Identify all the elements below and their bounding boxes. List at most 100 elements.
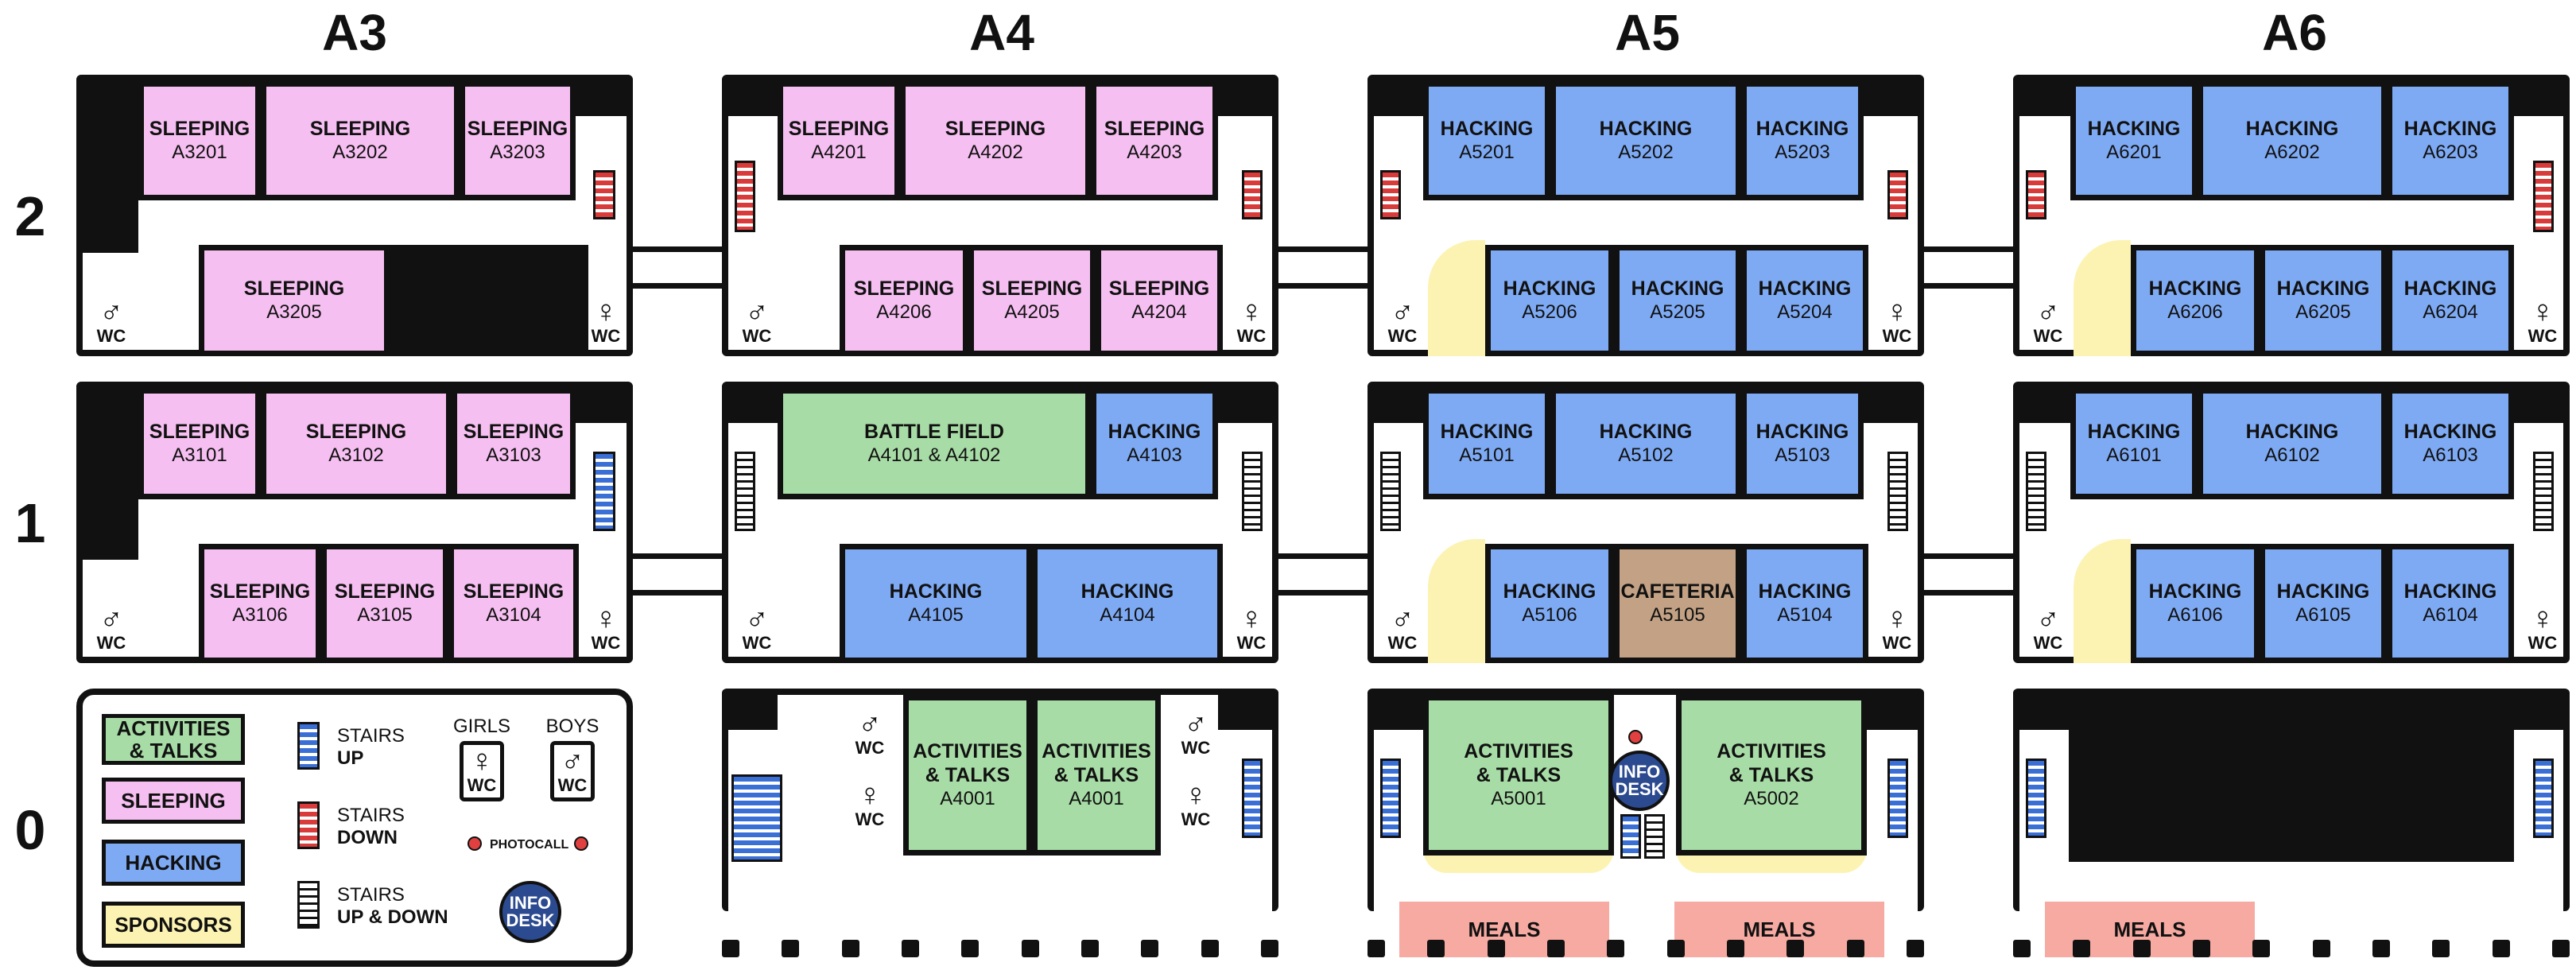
pillar (1787, 940, 1805, 957)
corridor-connector (633, 553, 724, 559)
wall-block (576, 388, 627, 423)
room-a6106[interactable]: HACKING A6106 (2131, 544, 2260, 663)
room-a4206[interactable]: SLEEPING A4206 (840, 245, 968, 356)
wc-male: ♂ WC (848, 708, 892, 757)
male-icon: ♂ (1391, 601, 1414, 636)
wc-male: ♂ WC (735, 603, 779, 652)
pillar (2372, 940, 2390, 957)
room-a5204[interactable]: HACKING A5204 (1741, 245, 1868, 356)
building-title-a6: A6 (2262, 4, 2327, 61)
room-a4001-left[interactable]: ACTIVITIES & TALKS A4001 (903, 695, 1032, 856)
room-a4203[interactable]: SLEEPING A4203 (1091, 81, 1218, 200)
room-a3105[interactable]: SLEEPING A3105 (321, 544, 448, 663)
wall-block (83, 388, 138, 560)
room-a5206[interactable]: HACKING A5206 (1485, 245, 1614, 356)
room-a5202[interactable]: HACKING A5202 (1550, 81, 1741, 200)
room-a5101[interactable]: HACKING A5101 (1423, 388, 1550, 499)
photocall-icon (467, 836, 482, 851)
room-a3202[interactable]: SLEEPING A3202 (261, 81, 460, 200)
wc-male: ♂ WC (89, 296, 134, 345)
room-a6205[interactable]: HACKING A6205 (2260, 245, 2387, 356)
stairs-down-icon (1887, 170, 1908, 219)
room-a5001[interactable]: ACTIVITIES & TALKS A5001 (1423, 695, 1614, 856)
floorplan-a4-1: BATTLE FIELD A4101 & A4102 HACKING A4103 H… (722, 382, 1278, 663)
room-a6105[interactable]: HACKING A6105 (2260, 544, 2387, 663)
room-a4103[interactable]: HACKING A4103 (1091, 388, 1218, 499)
pillar (2492, 940, 2510, 957)
male-icon: ♂ (745, 601, 769, 636)
photocall-icon (574, 836, 588, 851)
corridor-connector (633, 590, 724, 596)
wall-block (1374, 81, 1423, 116)
corridor-connector (1924, 553, 2015, 559)
room-a3102[interactable]: SLEEPING A3102 (261, 388, 452, 499)
stairs-up-down-icon (1242, 452, 1263, 531)
room-a5102[interactable]: HACKING A5102 (1550, 388, 1741, 499)
room-a6102[interactable]: HACKING A6102 (2198, 388, 2387, 499)
room-a3201[interactable]: SLEEPING A3201 (138, 81, 261, 200)
room-a5105[interactable]: CAFETERIA A5105 (1614, 544, 1741, 663)
wc-female: ♀ WC (1875, 603, 1919, 652)
stairs-up-down-icon (1644, 814, 1665, 859)
room-a3104[interactable]: SLEEPING A3104 (448, 544, 579, 663)
room-a5103[interactable]: HACKING A5103 (1741, 388, 1864, 499)
corridor-connector (1924, 283, 2015, 289)
room-a3205[interactable]: SLEEPING A3205 (199, 245, 390, 356)
stairs-up-down-icon (2533, 452, 2554, 531)
info-desk-icon: INFO DESK (499, 881, 561, 943)
room-a6103[interactable]: HACKING A6103 (2387, 388, 2514, 499)
room-a3103[interactable]: SLEEPING A3103 (452, 388, 576, 499)
room-a5203[interactable]: HACKING A5203 (1741, 81, 1864, 200)
legend-stairs-up-down: STAIRS UP & DOWN (337, 884, 448, 928)
wall-block (1374, 388, 1423, 423)
room-a4104[interactable]: HACKING A4104 (1032, 544, 1223, 663)
room-a5201[interactable]: HACKING A5201 (1423, 81, 1550, 200)
legend-stairs-down: STAIRS DOWN (337, 805, 405, 848)
room-a5104[interactable]: HACKING A5104 (1741, 544, 1868, 663)
room-a4201[interactable]: SLEEPING A4201 (778, 81, 900, 200)
male-icon: ♂ (2036, 294, 2060, 329)
pillar (1487, 940, 1505, 957)
room-a5205[interactable]: HACKING A5205 (1614, 245, 1741, 356)
room-a3106[interactable]: SLEEPING A3106 (199, 544, 321, 663)
room-a6203[interactable]: HACKING A6203 (2387, 81, 2514, 200)
female-icon: ♀ (1240, 601, 1263, 636)
room-a5002[interactable]: ACTIVITIES & TALKS A5002 (1676, 695, 1867, 856)
room-a6101[interactable]: HACKING A6101 (2070, 388, 2198, 499)
floorplan-a5-2: HACKING A5201 HACKING A5202 HACKING A5203 H… (1368, 75, 1924, 356)
room-a6206[interactable]: HACKING A6206 (2131, 245, 2260, 356)
wall-block (728, 81, 778, 116)
wall-block (1218, 695, 1272, 730)
pillar (1846, 940, 1864, 957)
room-a4105[interactable]: HACKING A4105 (840, 544, 1032, 663)
legend-stairs-up: STAIRS UP (337, 725, 405, 769)
room-a4001-right[interactable]: ACTIVITIES & TALKS A4001 (1032, 695, 1161, 856)
wall-block (1864, 388, 1918, 423)
room-a4204[interactable]: SLEEPING A4204 (1096, 245, 1223, 356)
room-a3203[interactable]: SLEEPING A3203 (460, 81, 576, 200)
wall-block (2514, 388, 2563, 423)
wc-female: ♀ WC (1875, 296, 1919, 345)
corridor-connector (1278, 283, 1369, 289)
room-a6204[interactable]: HACKING A6204 (2387, 245, 2514, 356)
corridor-connector (1278, 590, 1369, 596)
room-a4205[interactable]: SLEEPING A4205 (968, 245, 1096, 356)
pillar (961, 940, 980, 957)
room-a6202[interactable]: HACKING A6202 (2198, 81, 2387, 200)
building-title-a5: A5 (1615, 4, 1680, 61)
room-a3101[interactable]: SLEEPING A3101 (138, 388, 261, 499)
legend-sleeping: SLEEPING (102, 778, 245, 824)
female-icon: ♀ (1885, 601, 1909, 636)
wc-female: ♀ WC (2520, 296, 2565, 345)
room-a4202[interactable]: SLEEPING A4202 (900, 81, 1091, 200)
room-a5106[interactable]: HACKING A5106 (1485, 544, 1614, 663)
pillar (1021, 940, 1039, 957)
sponsors-area (1428, 240, 1485, 356)
room-a6104[interactable]: HACKING A6104 (2387, 544, 2514, 663)
room-a6201[interactable]: HACKING A6201 (2070, 81, 2198, 200)
pillar (2252, 940, 2271, 957)
info-desk[interactable]: INFO DESK (1609, 751, 1670, 811)
room-a4101[interactable]: BATTLE FIELD A4101 & A4102 (778, 388, 1091, 499)
male-icon: ♂ (561, 743, 584, 778)
legend-sponsors: SPONSORS (102, 902, 245, 948)
